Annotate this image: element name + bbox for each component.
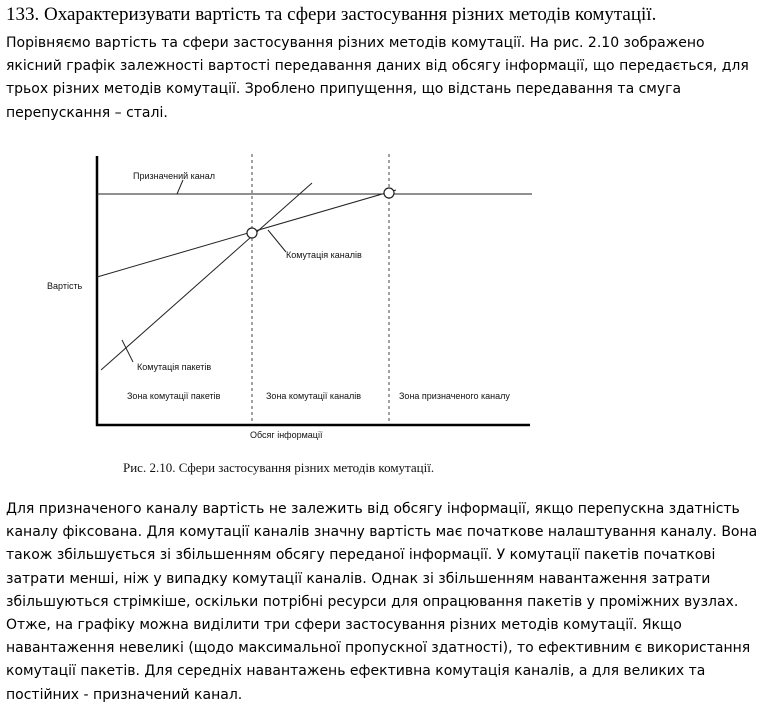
circuit-leader [267,229,287,253]
figure-2-10: Призначений канал Комутація каналів Кому… [0,150,768,485]
dedicated-leader [176,179,184,195]
zone-circuit-label: Зона комутації каналів [266,391,361,401]
question-heading: 133. Охарактеризувати вартість та сфери … [6,4,657,25]
body-paragraph: Для призначеного каналу вартість не зале… [6,501,758,703]
intersection-packet-circuit [246,227,258,239]
packet-leader [121,339,134,363]
y-axis-label: Вартість [47,281,83,291]
packet-switching-line [100,182,313,371]
cost-diagram: Призначений канал Комутація каналів Кому… [47,154,532,475]
intersection-circuit-dedicated [383,187,395,199]
packet-switching-label: Комутація пакетів [137,362,211,372]
dedicated-channel-label: Призначений канал [133,171,215,181]
intro-paragraph: Порівняємо вартість та сфери застосуванн… [6,35,749,121]
x-axis-label: Обсяг інформації [250,430,323,440]
zone-packet-label: Зона комутації пакетів [127,391,221,401]
zone-dedicated-label: Зона призначеного каналу [399,391,510,401]
circuit-switching-label: Комутація каналів [286,250,362,260]
figure-caption: Рис. 2.10. Сфери застосування різних мет… [123,460,434,475]
